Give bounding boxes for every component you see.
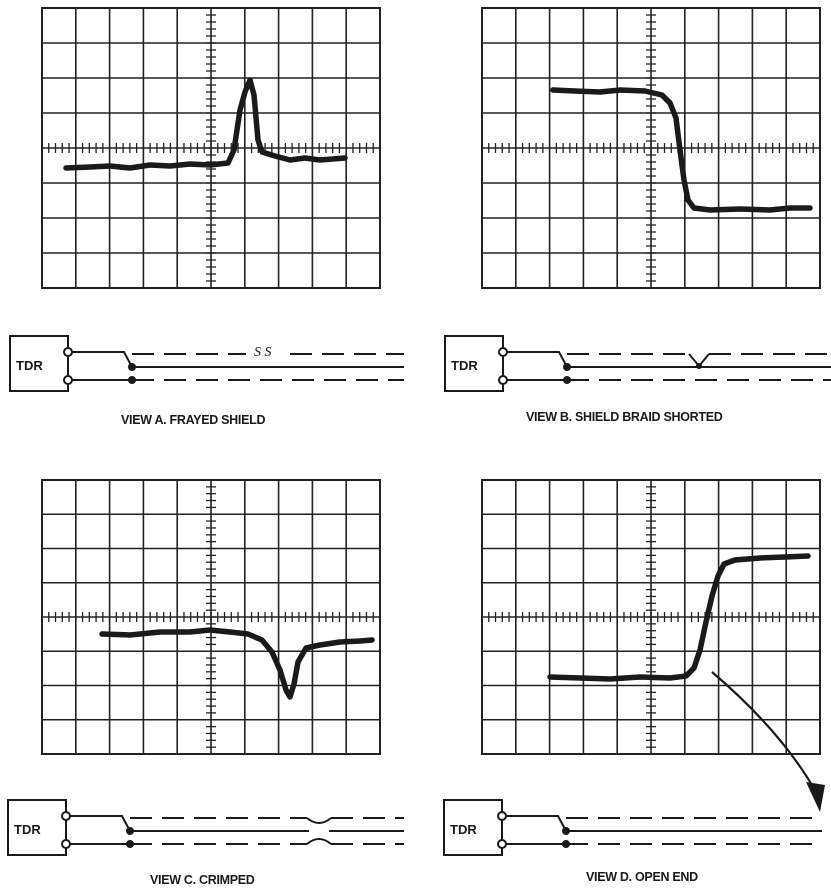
tdr-terminal (497, 811, 507, 821)
crimp-top (306, 817, 332, 824)
tdr-terminal (497, 839, 507, 849)
tdr-label: TDR (16, 358, 43, 373)
tdr-terminal (498, 375, 508, 385)
arrow-head (806, 782, 825, 812)
tdr-box (443, 799, 503, 856)
tdr-label: TDR (450, 822, 477, 837)
lead-wire (506, 815, 567, 832)
tdr-terminal (61, 811, 71, 821)
scope-grid-b (481, 7, 821, 289)
caption-view-c: VIEW C. CRIMPED (150, 873, 255, 887)
frayed-shield-mark: S S (254, 345, 272, 360)
tdr-terminal (61, 839, 71, 849)
tdr-cable-b: TDR (444, 335, 831, 392)
tdr-box (7, 799, 67, 856)
caption-view-a: VIEW A. FRAYED SHIELD (121, 413, 265, 427)
tdr-box (444, 335, 504, 392)
tdr-label: TDR (14, 822, 41, 837)
trace-view-b (550, 87, 813, 213)
scope-grid-d (481, 479, 821, 755)
scope-grid-c (41, 479, 381, 755)
trace-view-a (63, 77, 348, 171)
trace-view-d (547, 553, 811, 682)
short-point (696, 363, 702, 369)
open-end-arrow (711, 671, 825, 812)
caption-view-d: VIEW D. OPEN END (586, 870, 698, 884)
trace-view-c (99, 627, 375, 700)
tdr-terminal (63, 347, 73, 357)
tdr-cable-c: TDR (7, 799, 404, 856)
tdr-cable-d: TDR (443, 799, 822, 856)
tdr-box (9, 335, 69, 392)
tdr-terminal (63, 375, 73, 385)
tdr-label: TDR (451, 358, 478, 373)
tdr-cable-a: TDR (9, 335, 404, 392)
scope-grid-a (41, 7, 381, 289)
lead-wire (507, 351, 568, 368)
lead-wire (70, 815, 131, 832)
lead-wire (72, 351, 133, 368)
crimp-bottom (306, 838, 332, 845)
tdr-terminal (498, 347, 508, 357)
arrow-line (711, 671, 816, 791)
caption-view-b: VIEW B. SHIELD BRAID SHORTED (526, 410, 723, 424)
